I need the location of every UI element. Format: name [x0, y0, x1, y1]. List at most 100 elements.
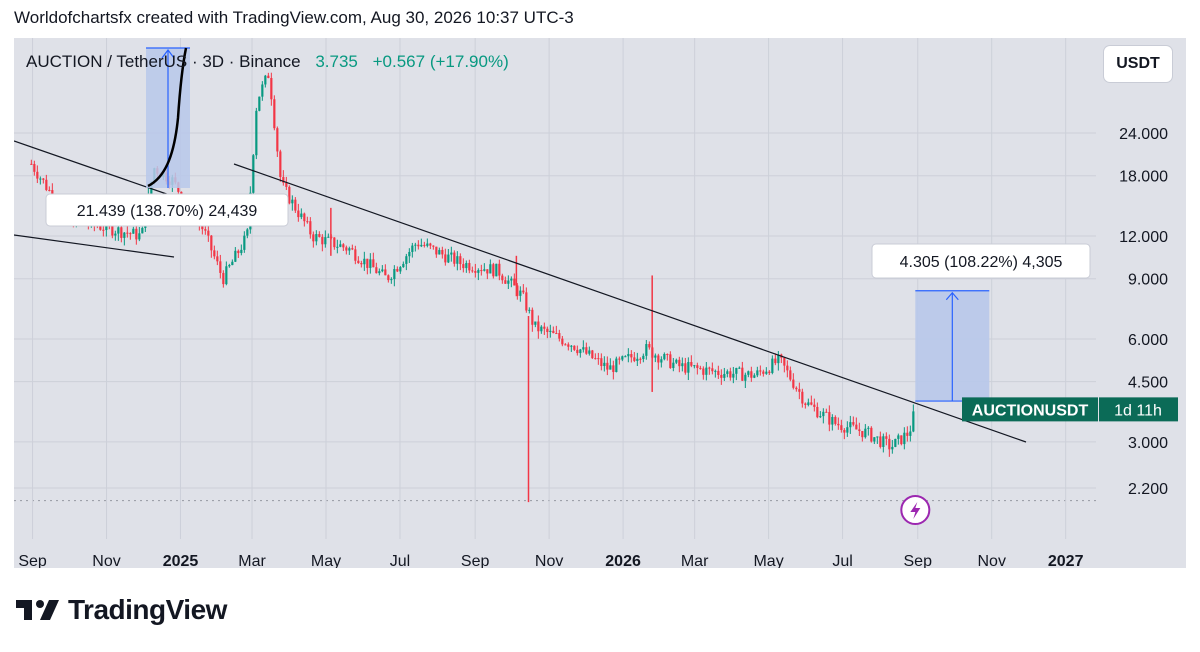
candle-body	[765, 371, 768, 374]
candle-body	[642, 355, 645, 360]
candle-body	[828, 412, 831, 425]
candle-body	[852, 422, 855, 425]
candle-body	[120, 227, 123, 238]
chart-canvas[interactable]: 24.000 18.000 12.000 9.000 6.000 4.500 3.000 2.…	[14, 38, 1186, 568]
projection-arrowhead	[945, 291, 959, 301]
candle-body	[390, 279, 393, 281]
candle-body	[831, 416, 834, 425]
candle-body	[357, 260, 360, 264]
candle-body	[360, 263, 363, 265]
candle-body	[573, 345, 576, 350]
candle-body	[372, 259, 375, 268]
candle-body	[687, 362, 690, 373]
candle-body	[489, 264, 492, 274]
symbol-title[interactable]: AUCTION / TetherUS · 3D · Binance	[26, 52, 301, 71]
candle-body	[387, 275, 390, 281]
candle-body	[123, 232, 126, 238]
x-tick-label: Sep	[904, 553, 933, 568]
x-tick-label: May	[311, 553, 341, 568]
candle-body	[738, 367, 741, 369]
candle-body	[483, 269, 486, 271]
candle-body	[837, 423, 840, 426]
candle-body	[795, 387, 798, 390]
candle-body	[393, 269, 396, 280]
candle-body	[516, 285, 519, 296]
symbol-tag: AUCTIONUSDT	[972, 402, 1089, 419]
candle-body	[540, 326, 543, 332]
candle-body	[546, 328, 549, 332]
candle-body	[633, 357, 636, 361]
candle-body	[309, 221, 312, 235]
candle-body	[237, 250, 240, 254]
candle-body	[321, 236, 324, 245]
candle-body	[444, 254, 447, 263]
candle-body	[117, 227, 120, 234]
candle-body	[339, 244, 342, 247]
candle-body	[228, 265, 231, 267]
candle-body	[591, 350, 594, 359]
candle-body	[534, 321, 537, 325]
candle-body	[42, 178, 45, 180]
candle-body	[477, 270, 480, 273]
candle-body	[906, 432, 909, 436]
candle-body	[774, 358, 777, 364]
candle-body	[492, 264, 495, 277]
y-axis: 24.000 18.000 12.000 9.000 6.000 4.500 3.000 2.…	[1119, 126, 1168, 498]
candle-body	[402, 263, 405, 268]
candle-body	[207, 230, 210, 236]
candle-body	[840, 425, 843, 431]
candle-body	[246, 229, 249, 236]
candle-body	[510, 278, 513, 281]
candle-body	[594, 358, 597, 360]
candle-body	[36, 171, 39, 179]
currency-button[interactable]: USDT	[1104, 46, 1172, 82]
candle-body	[561, 338, 564, 345]
x-tick-label: Mar	[238, 553, 266, 568]
candle-body	[426, 243, 429, 246]
x-tick-label: 2027	[1048, 553, 1084, 568]
candle-body	[696, 365, 699, 368]
candle-body	[135, 228, 138, 240]
tradingview-logo: TradingView	[16, 594, 227, 626]
candle-body	[519, 290, 522, 296]
candle-body	[378, 271, 381, 274]
candle-body	[723, 373, 726, 378]
candle-body	[126, 232, 129, 234]
candle-body	[471, 270, 474, 272]
candle-body	[708, 367, 711, 369]
candle-body	[306, 221, 309, 223]
candle-body	[255, 110, 258, 156]
candle-body	[129, 233, 132, 235]
candle-body	[891, 446, 894, 450]
x-tick-label: Sep	[461, 553, 490, 568]
y-tick-label: 9.000	[1128, 272, 1168, 289]
candle-body	[582, 347, 585, 350]
candle-body	[636, 358, 639, 361]
candle-body	[474, 271, 477, 273]
candle-body	[375, 267, 378, 274]
countdown-bg	[1099, 397, 1178, 422]
price-change: +0.567 (+17.90%)	[372, 52, 509, 71]
chart-frame[interactable]: 24.000 18.000 12.000 9.000 6.000 4.500 3.000 2.…	[14, 38, 1186, 568]
candle-body	[843, 430, 846, 433]
candle-body	[453, 252, 456, 264]
candle-body	[792, 379, 795, 388]
candle-body	[912, 411, 915, 432]
candle-body	[276, 128, 279, 152]
x-tick-label: Nov	[92, 553, 120, 568]
candle-body	[849, 422, 852, 428]
candle-body	[282, 177, 285, 183]
candle-body	[345, 247, 348, 251]
symbol-legend[interactable]: AUCTION / TetherUS · 3D · Binance 3.735 …	[26, 52, 509, 72]
candle-body	[639, 358, 642, 360]
candle-body	[351, 248, 354, 250]
x-tick-label: Mar	[681, 553, 709, 568]
candle-body	[681, 363, 684, 367]
candle-body	[312, 234, 315, 242]
candle-body	[297, 210, 300, 218]
candle-body	[366, 258, 369, 268]
candle-body	[726, 371, 729, 374]
candle-body	[447, 254, 450, 263]
brand-wordmark: TradingView	[68, 594, 227, 625]
candle-body	[732, 373, 735, 378]
